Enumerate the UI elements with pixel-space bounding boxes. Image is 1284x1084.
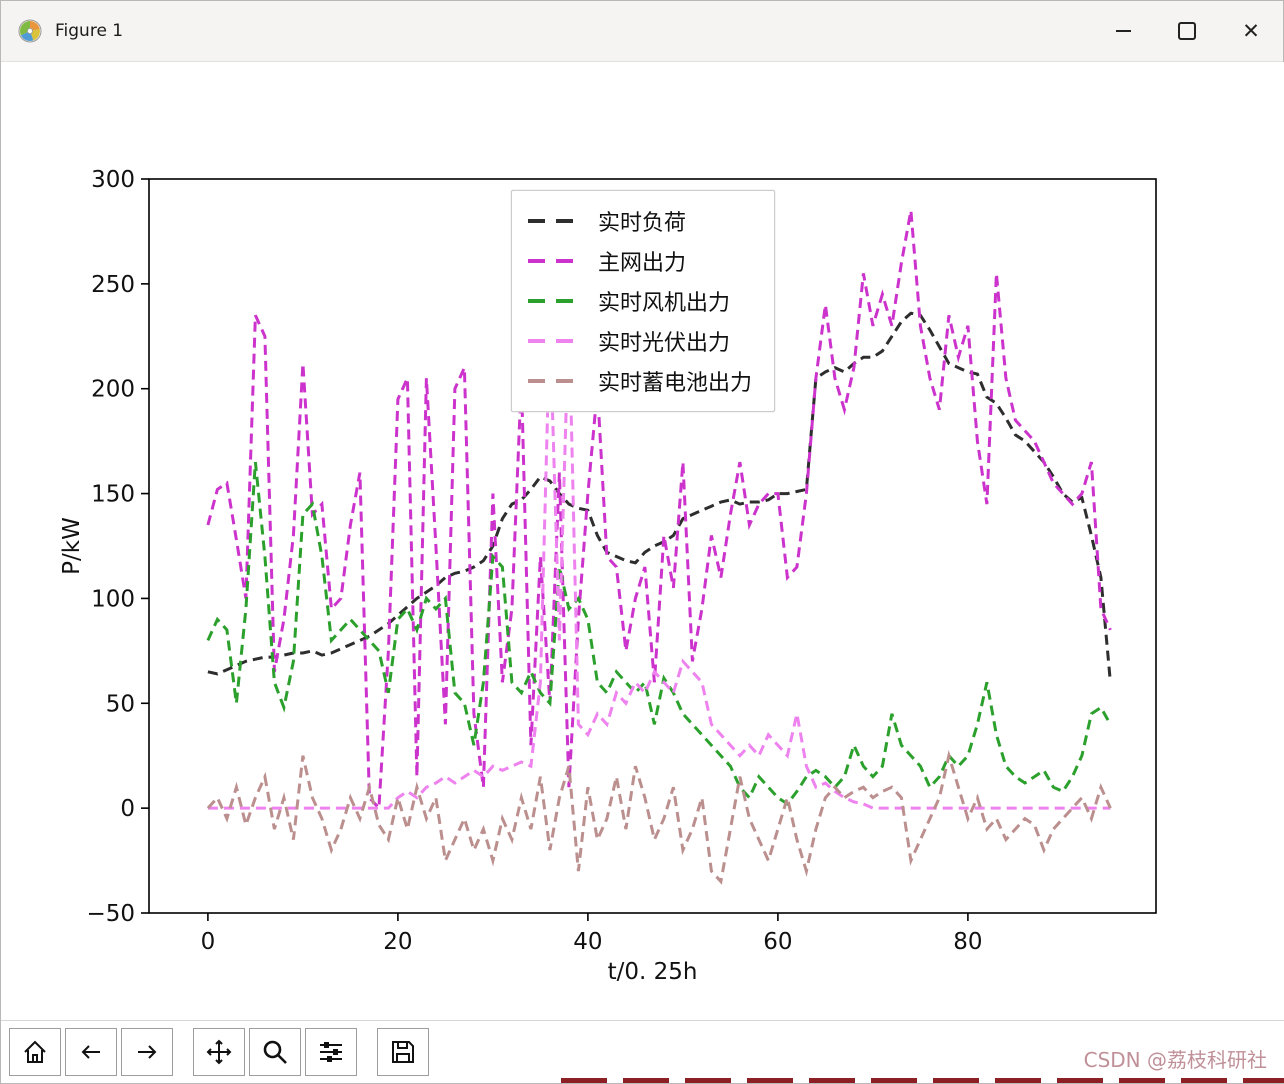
pan-move-icon bbox=[206, 1039, 232, 1065]
series-line-3 bbox=[207, 315, 1111, 810]
titlebar: Figure 1 ✕ bbox=[1, 1, 1283, 62]
forward-arrow-icon bbox=[138, 1045, 157, 1059]
sliders-icon bbox=[320, 1042, 342, 1062]
close-icon: ✕ bbox=[1242, 18, 1260, 43]
legend-entry-0: 实时负荷 bbox=[528, 201, 752, 241]
navigation-toolbar: CSDN @荔枝科研社 bbox=[1, 1020, 1284, 1083]
y-tick-label: 150 bbox=[91, 482, 135, 508]
legend-entry-1: 主网出力 bbox=[528, 241, 752, 281]
legend-label: 实时负荷 bbox=[598, 211, 687, 236]
y-tick-label: 250 bbox=[91, 272, 135, 298]
back-arrow-icon bbox=[81, 1045, 100, 1059]
plot-svg: −50 0 50 100 150 200 250 300 0 20 40 60 80 t/0. 25h P/… bbox=[59, 167, 1157, 985]
legend-line-sample bbox=[528, 219, 580, 223]
matplotlib-logo-icon bbox=[15, 16, 45, 46]
zoom-button[interactable] bbox=[249, 1028, 301, 1076]
y-axis-label: P/kW bbox=[59, 517, 85, 575]
axes-frame bbox=[148, 178, 1157, 914]
legend-line-sample bbox=[528, 299, 580, 303]
x-axis-label: t/0. 25h bbox=[608, 959, 698, 985]
y-tick-label: 50 bbox=[106, 691, 135, 717]
close-button[interactable]: ✕ bbox=[1219, 1, 1283, 61]
window-controls: ✕ bbox=[1091, 1, 1283, 61]
figure-canvas[interactable]: −50 0 50 100 150 200 250 300 0 20 40 60 80 t/0. 25h P/… bbox=[1, 62, 1284, 1024]
x-tick-label: 80 bbox=[953, 929, 982, 955]
x-tick-label: 20 bbox=[383, 929, 412, 955]
minimize-button[interactable] bbox=[1091, 1, 1155, 61]
home-button[interactable] bbox=[9, 1028, 61, 1076]
back-button[interactable] bbox=[65, 1028, 117, 1076]
legend-entry-2: 实时风机出力 bbox=[528, 281, 752, 321]
save-floppy-icon bbox=[392, 1041, 414, 1063]
y-tick-label: 300 bbox=[91, 167, 135, 193]
series-line-4 bbox=[206, 749, 1112, 885]
save-button[interactable] bbox=[377, 1028, 429, 1076]
series-line-1 bbox=[206, 210, 1112, 812]
maximize-button[interactable] bbox=[1155, 1, 1219, 61]
chart-legend: 实时负荷主网出力实时风机出力 实时光伏出力 实时蓄电池出力 bbox=[511, 190, 776, 412]
x-tick-label: 0 bbox=[201, 929, 216, 955]
y-tick-label: 0 bbox=[120, 796, 135, 822]
x-tick-label: 40 bbox=[573, 929, 602, 955]
y-tick-label: 100 bbox=[91, 586, 135, 612]
legend-label: 实时蓄电池出力 bbox=[598, 371, 753, 396]
home-icon bbox=[24, 1040, 46, 1063]
zoom-magnifier-icon bbox=[263, 1040, 287, 1064]
minimize-icon bbox=[1115, 30, 1131, 32]
maximize-icon bbox=[1178, 22, 1196, 40]
legend-line-sample bbox=[528, 379, 580, 383]
configure-subplots-button[interactable] bbox=[305, 1028, 357, 1076]
window-title: Figure 1 bbox=[55, 21, 124, 41]
forward-button[interactable] bbox=[121, 1028, 173, 1076]
legend-line-sample bbox=[528, 339, 580, 343]
background-page-fragment bbox=[561, 1078, 1284, 1083]
legend-line-sample bbox=[528, 259, 580, 263]
legend-entry-3: 实时光伏出力 bbox=[528, 321, 752, 361]
pan-button[interactable] bbox=[193, 1028, 245, 1076]
x-tick-label: 60 bbox=[763, 929, 792, 955]
legend-label: 实时光伏出力 bbox=[598, 331, 731, 356]
legend-entry-4: 实时蓄电池出力 bbox=[528, 361, 752, 401]
legend-label: 主网出力 bbox=[598, 251, 687, 276]
legend-label: 实时风机出力 bbox=[598, 291, 731, 316]
series-line-0 bbox=[207, 311, 1112, 683]
y-tick-label: 200 bbox=[91, 377, 135, 403]
series-line-2 bbox=[206, 461, 1112, 806]
y-tick-label: −50 bbox=[86, 901, 135, 927]
watermark-text: CSDN @荔枝科研社 bbox=[1083, 1048, 1267, 1072]
